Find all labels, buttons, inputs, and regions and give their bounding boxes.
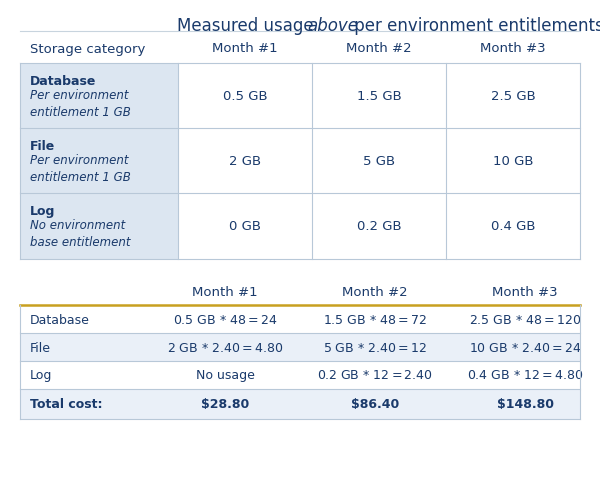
- Bar: [178, 34, 312, 64]
- Text: Month #2: Month #2: [346, 42, 412, 55]
- Text: File: File: [30, 341, 51, 354]
- Text: 1.5 GB: 1.5 GB: [356, 90, 401, 103]
- Text: Log: Log: [30, 369, 52, 382]
- Bar: [446, 129, 580, 193]
- Bar: [20, 305, 580, 333]
- Text: Measured usage: Measured usage: [177, 17, 319, 35]
- Text: 0.2 GB: 0.2 GB: [356, 220, 401, 233]
- Text: Month #3: Month #3: [492, 285, 558, 298]
- Bar: [20, 333, 580, 361]
- Text: Total cost:: Total cost:: [30, 397, 103, 411]
- Bar: [312, 193, 446, 260]
- Text: Month #2: Month #2: [342, 285, 408, 298]
- Text: Month #3: Month #3: [480, 42, 546, 55]
- Text: above: above: [307, 17, 358, 35]
- Text: No usage: No usage: [196, 369, 254, 382]
- Text: Month #1: Month #1: [212, 42, 278, 55]
- Bar: [312, 129, 446, 193]
- Bar: [312, 34, 446, 64]
- Text: File: File: [30, 140, 55, 153]
- Text: 0.2 GB * $12 = $2.40: 0.2 GB * $12 = $2.40: [317, 369, 433, 382]
- Text: per environment entitlements: per environment entitlements: [349, 17, 600, 35]
- Text: 10 GB * $2.40 = $24: 10 GB * $2.40 = $24: [469, 341, 581, 354]
- Bar: [20, 389, 580, 419]
- Bar: [446, 34, 580, 64]
- Text: Storage category: Storage category: [30, 42, 145, 55]
- Text: 5 GB: 5 GB: [363, 155, 395, 168]
- Bar: [20, 64, 178, 129]
- Bar: [178, 64, 312, 129]
- Text: Database: Database: [30, 313, 90, 326]
- Bar: [20, 361, 580, 389]
- Text: 0.4 GB * $12 = $4.80: 0.4 GB * $12 = $4.80: [467, 369, 583, 382]
- Text: Month #1: Month #1: [192, 285, 258, 298]
- Text: Log: Log: [30, 204, 55, 217]
- Text: 0.4 GB: 0.4 GB: [491, 220, 535, 233]
- Bar: [20, 193, 178, 260]
- Bar: [446, 193, 580, 260]
- Text: 2.5 GB * $48 = $120: 2.5 GB * $48 = $120: [469, 313, 581, 326]
- Bar: [20, 34, 178, 64]
- Bar: [446, 64, 580, 129]
- Text: 2 GB: 2 GB: [229, 155, 261, 168]
- Bar: [20, 129, 178, 193]
- Text: No environment
base entitlement: No environment base entitlement: [30, 218, 131, 249]
- Text: 0.5 GB: 0.5 GB: [223, 90, 268, 103]
- Text: 0 GB: 0 GB: [229, 220, 261, 233]
- Text: 2 GB * $2.40 = $4.80: 2 GB * $2.40 = $4.80: [167, 341, 283, 354]
- Text: $148.80: $148.80: [497, 397, 554, 411]
- Text: 5 GB * $2.40 = $12: 5 GB * $2.40 = $12: [323, 341, 427, 354]
- Text: Per environment
entitlement 1 GB: Per environment entitlement 1 GB: [30, 154, 131, 184]
- Text: $86.40: $86.40: [351, 397, 399, 411]
- Text: 2.5 GB: 2.5 GB: [491, 90, 535, 103]
- Text: Per environment
entitlement 1 GB: Per environment entitlement 1 GB: [30, 89, 131, 119]
- Text: 1.5 GB * $48 = $72: 1.5 GB * $48 = $72: [323, 313, 427, 326]
- Text: 10 GB: 10 GB: [493, 155, 533, 168]
- Bar: [312, 64, 446, 129]
- Text: 0.5 GB * $48 = $24: 0.5 GB * $48 = $24: [173, 313, 277, 326]
- Bar: [178, 193, 312, 260]
- Bar: [178, 129, 312, 193]
- Text: $28.80: $28.80: [201, 397, 249, 411]
- Text: Database: Database: [30, 75, 97, 88]
